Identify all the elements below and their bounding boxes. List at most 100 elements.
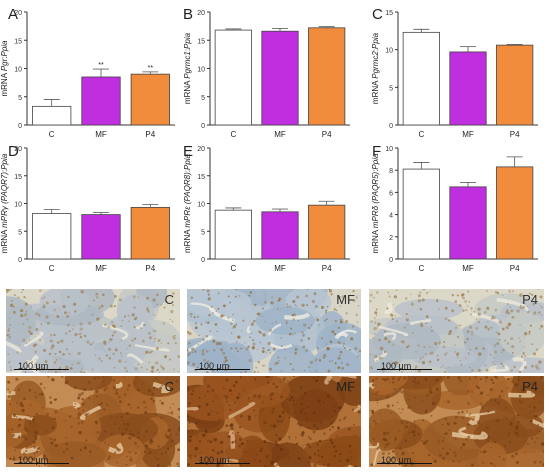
scale-bar [14,463,69,464]
scale-bar-label: 100 μm [199,455,230,465]
panel-letter: D [8,143,19,160]
y-axis-label: mRNA mPRδ (PAQR5):Ppia [371,153,380,253]
micrograph-tag: P4 [522,379,538,394]
x-tick-label: P4 [510,130,520,139]
x-tick-label: C [230,130,236,139]
y-axis-label: mRNA Pgrmc1:Ppia [183,32,192,104]
y-tick-label: 5 [18,95,22,102]
bar-c [32,105,72,126]
y-axis-label: mRNA Pgrmc2:Ppia [371,32,380,104]
x-tick-label: MF [95,264,107,273]
bar-p4 [130,73,170,126]
y-tick-label: 5 [389,85,393,92]
micrograph-tag: MF [336,292,355,307]
bar-c [402,31,440,126]
y-tick-label: 5 [201,229,205,236]
chart-panel-c: C 0 5 10 15 mRNA Pgrmc2:Ppia C MF P4 [371,6,538,139]
x-tick-label: C [49,264,55,273]
bar-p4 [130,206,170,260]
x-tick-label: MF [462,264,474,273]
chart-panel-d: D 0 5 10 15 20 mRNA mPRγ (PAQR7):Ppia C MF P4 [0,143,175,273]
y-tick-label: 0 [201,257,205,264]
scale-bar [377,369,432,370]
y-tick-label: 10 [197,67,205,74]
y-axis-label: mRNA mPRε (PAQR8):Ppia [183,153,192,253]
y-tick-label: 20 [197,10,205,17]
micrograph-tag: C [164,379,174,394]
x-tick-label: MF [274,264,286,273]
micrograph-tag: MF [336,379,355,394]
y-tick-label: 0 [18,123,22,130]
bar-c [214,209,252,260]
y-tick-label: 10 [197,202,205,209]
bar-mf [81,214,121,260]
x-tick-label: P4 [145,130,155,139]
panel-letter: F [372,143,381,160]
x-tick-label: MF [95,130,107,139]
bar-mf [449,186,487,260]
y-tick-label: 5 [18,229,22,236]
y-axis-label: mRNA Pgr:Ppia [0,40,9,97]
panel-letter: B [183,6,193,23]
scale-bar-label: 100 μm [18,361,49,371]
y-tick-label: 10 [14,67,22,74]
bar-c [32,213,72,260]
significance-label: ** [148,65,154,72]
bar-p4 [496,166,534,260]
y-tick-label: 10 [14,202,22,209]
scale-bar [195,369,250,370]
micrograph-tag: P4 [522,292,538,307]
y-tick-label: 0 [18,257,22,264]
y-tick-label: 20 [14,10,22,17]
y-tick-label: 15 [14,38,22,45]
chart-panel-f: F 0 2 4 6 8 10 mRNA mPRδ (PAQR5):Ppia C MF P4 [371,143,538,273]
y-tick-label: 20 [14,146,22,153]
y-tick-label: 20 [197,146,205,153]
scale-bar [14,369,69,370]
bar-mf [449,51,487,126]
y-tick-label: 0 [389,257,393,264]
x-tick-label: P4 [322,264,332,273]
panel-letter: C [372,6,383,23]
x-tick-label: C [418,130,424,139]
y-tick-label: 0 [201,123,205,130]
bar-p4 [308,27,346,126]
y-tick-label: 8 [389,168,393,175]
micrograph-k: MF 100 μm [187,376,361,467]
panel-letter: E [183,143,193,160]
bar-mf [261,30,299,126]
bar-p4 [308,204,346,260]
micrograph-l: P4 100 μm [369,376,544,467]
y-axis-label: mRNA mPRγ (PAQR7):Ppia [0,153,9,253]
x-tick-label: C [49,130,55,139]
micrograph-i: P4 100 μm [369,289,544,373]
y-tick-label: 10 [385,146,393,153]
y-tick-label: 15 [14,174,22,181]
micrograph-tag: C [164,292,174,307]
y-tick-label: 2 [389,235,393,242]
bar-mf [261,211,299,260]
x-tick-label: C [418,264,424,273]
x-tick-label: P4 [510,264,520,273]
scale-bar [195,463,250,464]
x-tick-label: C [230,264,236,273]
chart-panel-b: B 0 5 10 15 20 mRNA Pgrmc1:Ppia C MF P4 [183,6,350,139]
scale-bar [377,463,432,464]
bar-mf [81,76,121,126]
x-tick-label: P4 [145,264,155,273]
bar-p4 [496,44,534,126]
y-tick-label: 15 [197,174,205,181]
y-tick-label: 15 [385,10,393,17]
scale-bar-label: 100 μm [199,361,230,371]
bar-c [402,168,440,260]
x-tick-label: MF [462,130,474,139]
x-tick-label: MF [274,130,286,139]
chart-panel-e: E 0 5 10 15 20 mRNA mPRε (PAQR8):Ppia C MF P4 [183,143,350,273]
chart-panel-a: A 0 5 10 15 20 mRNA Pgr:Ppia C MF ** P4 ** [0,6,175,139]
significance-label: ** [98,62,104,69]
panel-letter: A [8,6,18,23]
scale-bar-label: 100 μm [18,455,49,465]
y-tick-label: 0 [389,123,393,130]
